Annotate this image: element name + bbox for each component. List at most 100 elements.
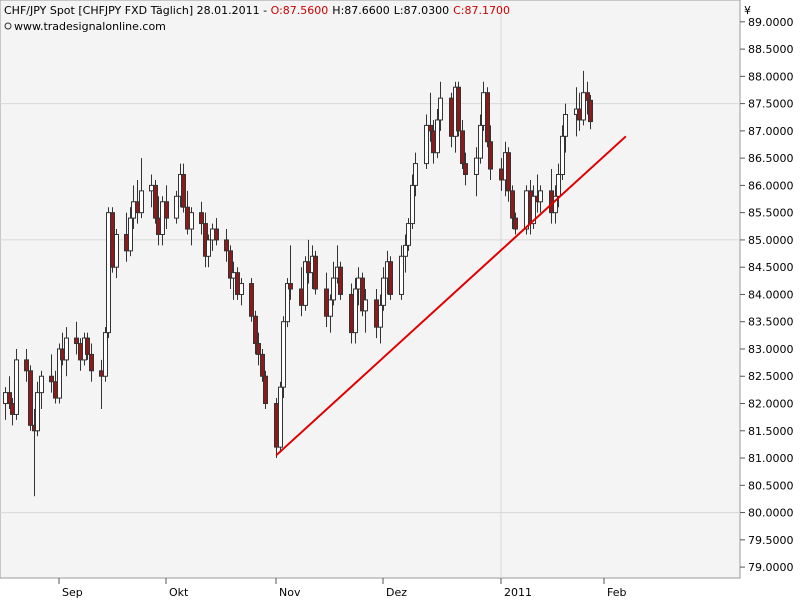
candle — [563, 103, 568, 153]
instrument-title: CHF/JPY Spot [CHFJPY FXD Täglich] 28.01.… — [4, 4, 271, 17]
candle-body — [531, 195, 536, 225]
candle-body — [60, 348, 65, 361]
candle-body — [281, 321, 286, 388]
candle-body — [306, 261, 311, 274]
candle-body — [278, 386, 283, 448]
candle-body — [260, 353, 265, 377]
candle-body — [456, 86, 461, 132]
currency-symbol: ¥ — [744, 4, 751, 17]
candle — [89, 343, 94, 382]
candle-body — [585, 92, 590, 101]
candle — [424, 114, 429, 170]
candle — [474, 147, 479, 197]
candle — [506, 147, 511, 202]
candle — [585, 81, 590, 115]
y-tick-label: 88.5000 — [748, 43, 794, 56]
candle — [513, 212, 518, 235]
plot-area — [0, 0, 741, 579]
candle — [199, 201, 204, 235]
candle-body — [124, 233, 129, 252]
chart-title: CHF/JPY Spot [CHFJPY FXD Täglich] 28.01.… — [4, 4, 510, 17]
candle-body — [231, 272, 236, 279]
candle-body — [99, 370, 104, 377]
candle-body — [131, 201, 136, 219]
candle-body — [256, 343, 261, 355]
candle-body — [588, 99, 593, 123]
candle — [456, 81, 461, 137]
x-tick-label: Okt — [169, 586, 189, 599]
candle-body — [510, 190, 515, 219]
candle — [560, 125, 565, 180]
y-tick-label: 89.0000 — [748, 16, 794, 29]
open-value: O:87.5600 — [271, 4, 329, 17]
candle-body — [488, 141, 493, 170]
candle-body — [499, 168, 504, 181]
x-tick-label: Feb — [607, 586, 626, 599]
candle-body — [438, 97, 443, 121]
candle-body — [185, 206, 190, 230]
candle-body — [388, 261, 393, 295]
candle-body — [428, 124, 433, 132]
candles-layer — [3, 70, 593, 497]
grid-lines — [0, 0, 740, 578]
candle-body — [360, 277, 365, 312]
candle — [438, 81, 443, 131]
candle-body — [139, 190, 144, 214]
candle — [181, 163, 186, 213]
candle-body — [424, 124, 429, 165]
candle — [381, 267, 386, 311]
candle — [303, 256, 308, 311]
candle-body — [338, 266, 343, 295]
low-value: L:87.0300 — [394, 4, 449, 17]
candle-body — [89, 353, 94, 372]
candle-body — [174, 195, 179, 219]
candle — [388, 256, 393, 300]
candle-body — [228, 250, 233, 279]
candle — [228, 245, 233, 289]
candle — [189, 207, 194, 246]
y-tick-label: 85.5000 — [748, 207, 794, 220]
candle — [281, 316, 286, 399]
candle-body — [206, 239, 211, 257]
candle — [406, 218, 411, 251]
candle — [74, 321, 79, 355]
candle — [214, 218, 219, 246]
candle-body — [239, 283, 244, 295]
candle-body — [39, 375, 44, 394]
candle-body — [85, 337, 90, 355]
candle — [106, 207, 111, 339]
y-tick-label: 82.5000 — [748, 370, 794, 383]
candle-body — [353, 288, 358, 334]
candle-body — [349, 293, 354, 334]
y-tick-label: 87.0000 — [748, 125, 794, 138]
candle-body — [249, 283, 254, 317]
candle — [85, 332, 90, 360]
candle — [413, 152, 418, 197]
candle-body — [78, 343, 83, 361]
candle-body — [128, 217, 133, 252]
candle-body — [10, 403, 15, 415]
candle-body — [524, 190, 529, 230]
candle — [128, 207, 133, 257]
candle-body — [406, 223, 411, 246]
candle-body — [164, 201, 169, 219]
candle-body — [3, 392, 8, 405]
candle-body — [399, 255, 404, 295]
candle-body — [560, 135, 565, 175]
candle — [285, 278, 290, 328]
candle-body — [303, 261, 308, 306]
candle — [35, 381, 40, 437]
candle — [57, 343, 62, 404]
candle-body — [485, 92, 490, 143]
candle — [253, 310, 258, 355]
candle-body — [313, 255, 318, 290]
candle-body — [210, 228, 215, 241]
candle-body — [53, 381, 58, 399]
candle-body — [106, 212, 111, 334]
candle-body — [135, 201, 140, 214]
candle — [410, 174, 415, 230]
y-tick-label: 85.0000 — [748, 234, 794, 247]
close-value: C:87.1700 — [453, 4, 510, 17]
candle-body — [103, 332, 108, 377]
candle-body — [431, 130, 436, 154]
